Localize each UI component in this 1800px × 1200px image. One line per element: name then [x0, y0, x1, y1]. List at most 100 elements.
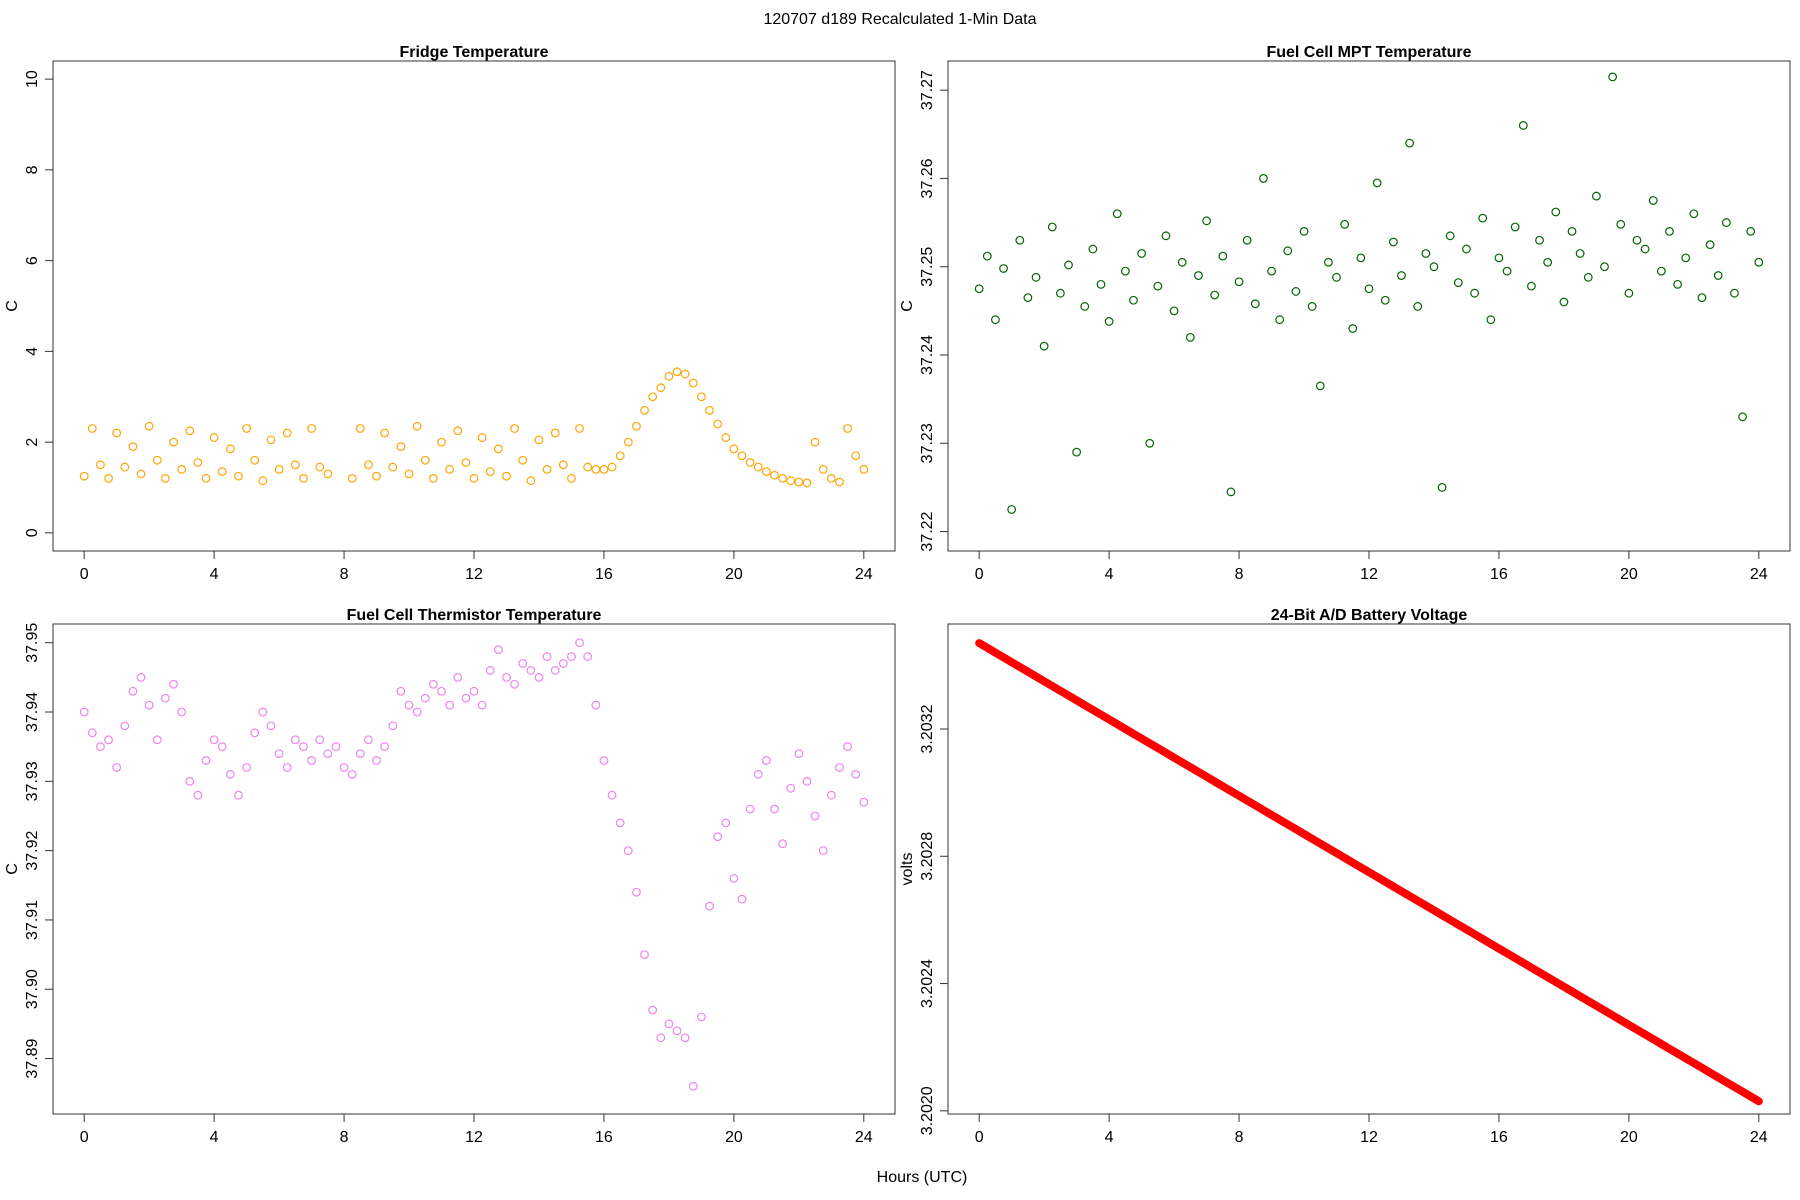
point — [1648, 196, 1658, 205]
point — [323, 469, 333, 479]
point — [991, 315, 1000, 325]
x-tick-label: 16 — [595, 1129, 613, 1146]
point — [542, 652, 552, 661]
page-title: 120707 d189 Recalculated 1-Min Data — [763, 11, 1036, 28]
point — [1218, 251, 1228, 261]
point — [518, 455, 528, 465]
point — [217, 742, 227, 752]
point — [770, 804, 779, 814]
point — [201, 756, 211, 765]
point — [282, 763, 292, 772]
point — [1080, 302, 1090, 311]
point — [786, 783, 796, 793]
point — [502, 471, 511, 481]
point — [1445, 231, 1455, 241]
point — [1713, 271, 1723, 280]
point — [1437, 483, 1447, 492]
x-tick-label: 16 — [595, 566, 613, 583]
point — [1738, 412, 1747, 422]
point — [567, 474, 576, 483]
point — [331, 742, 341, 752]
point — [810, 811, 820, 821]
point — [550, 666, 560, 675]
point — [87, 424, 97, 433]
point — [640, 405, 649, 415]
point — [1137, 249, 1147, 258]
point — [1210, 290, 1220, 300]
x-tick-label: 24 — [855, 566, 873, 583]
panel-title: Fridge Temperature — [399, 44, 548, 61]
point — [201, 474, 211, 483]
point — [477, 433, 487, 442]
point — [177, 464, 187, 474]
point — [412, 707, 422, 717]
point — [713, 419, 723, 429]
point — [1291, 287, 1301, 296]
y-tick-label: 37.22 — [919, 511, 936, 551]
point — [79, 471, 89, 481]
point — [1275, 315, 1285, 325]
point — [1665, 226, 1674, 236]
point — [355, 749, 365, 759]
point — [1486, 315, 1496, 325]
point — [96, 742, 105, 752]
point — [1754, 257, 1764, 267]
point — [144, 700, 154, 710]
point — [737, 451, 747, 461]
point — [461, 458, 471, 467]
point — [209, 735, 219, 745]
point — [843, 742, 852, 752]
point — [558, 659, 568, 668]
x-tick-label: 12 — [1360, 566, 1378, 583]
point — [1567, 226, 1577, 236]
point — [193, 458, 203, 467]
point — [1007, 505, 1017, 514]
point — [534, 672, 544, 682]
point — [753, 462, 763, 472]
point — [1656, 266, 1666, 276]
point — [1510, 222, 1520, 232]
point — [567, 652, 576, 661]
point — [1746, 226, 1756, 236]
point — [510, 679, 520, 689]
x-tick-label: 12 — [465, 566, 483, 583]
x-tick-label: 4 — [1105, 566, 1114, 583]
point — [372, 471, 381, 481]
y-tick-label: 37.93 — [24, 761, 41, 801]
point — [778, 474, 788, 483]
point — [225, 769, 235, 779]
point — [152, 735, 162, 745]
point — [1413, 302, 1423, 311]
point — [1031, 272, 1041, 282]
x-tick-label: 24 — [1750, 566, 1768, 583]
point — [1356, 253, 1366, 263]
point — [307, 756, 316, 765]
point — [225, 444, 235, 454]
point — [664, 1019, 674, 1029]
point — [1405, 138, 1415, 148]
point — [1705, 240, 1715, 250]
point — [437, 437, 446, 447]
point — [160, 474, 170, 483]
point — [1104, 317, 1114, 326]
point — [258, 707, 268, 717]
point — [112, 763, 122, 772]
x-tick-label: 0 — [975, 566, 984, 583]
point — [87, 728, 97, 738]
point — [323, 749, 333, 759]
point — [794, 477, 804, 487]
point — [786, 476, 796, 486]
point — [1429, 262, 1439, 272]
x-tick-label: 8 — [1235, 1129, 1244, 1146]
point — [1527, 281, 1536, 291]
point — [696, 392, 706, 402]
point — [1689, 209, 1699, 219]
point — [713, 832, 723, 842]
x-tick-label: 12 — [1360, 1129, 1378, 1146]
point — [1299, 226, 1309, 236]
point — [485, 666, 495, 675]
point — [672, 1026, 682, 1036]
point — [761, 756, 771, 765]
point — [1348, 324, 1358, 333]
